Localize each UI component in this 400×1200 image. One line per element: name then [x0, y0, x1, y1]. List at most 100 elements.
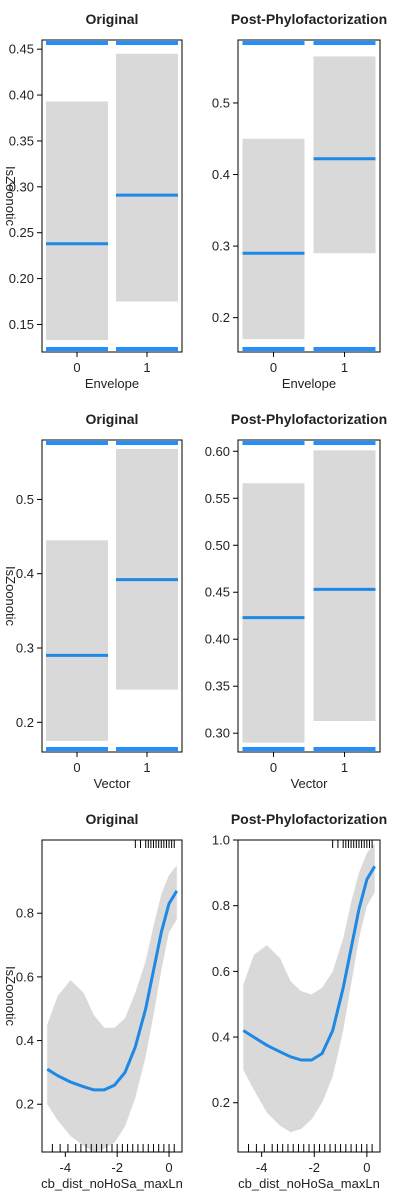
rug-bottom-0 [46, 747, 108, 751]
y-tick-label: 0.2 [212, 1095, 230, 1110]
x-tick-label: 0 [363, 1160, 370, 1175]
x-tick-label: -4 [60, 1160, 72, 1175]
rug-bottom-1 [313, 347, 376, 351]
y-tick-label: 0.50 [205, 538, 230, 553]
y-tick-label: 0.2 [16, 715, 34, 730]
y-tick-label: 0.8 [16, 906, 34, 921]
panel-title: Post-Phylofactorization [231, 811, 387, 827]
rug-top-0 [242, 41, 305, 45]
rug-top-1 [116, 41, 178, 45]
plot-frame [237, 439, 381, 753]
y-tick-label: 1.0 [212, 833, 230, 848]
rug-bottom-1 [313, 747, 376, 751]
y-tick-label: 0.40 [205, 632, 230, 647]
plot-frame [41, 839, 183, 1153]
x-tick-label: -2 [308, 1160, 320, 1175]
x-tick-label: 1 [143, 760, 150, 775]
panel-title: Post-Phylofactorization [231, 411, 387, 427]
rug-top-0 [46, 441, 108, 445]
y-tick-label: 0.45 [205, 585, 230, 600]
y-tick-label: 0.5 [16, 492, 34, 507]
x-axis-label: cb_dist_noHoSa_maxLn [238, 1176, 380, 1191]
y-tick-label: 0.4 [212, 167, 230, 182]
y-tick-label: 0.4 [16, 1033, 34, 1048]
x-tick-label: 0 [270, 360, 277, 375]
ci-band-1 [313, 450, 376, 721]
y-tick-label: 0.4 [16, 566, 34, 581]
x-axis-label: Vector [94, 776, 132, 791]
ci-band-0 [46, 101, 108, 341]
y-tick-label: 0.30 [205, 726, 230, 741]
x-tick-label: 1 [341, 760, 348, 775]
rug-bottom-1 [116, 747, 178, 751]
panel-5: Original -4 -2 0 0.2 0.4 0.6 0.8 cb_dist_noHoSa_… [3, 811, 183, 1191]
rug-top-1 [313, 41, 376, 45]
plot-frame [41, 439, 183, 753]
rug-bottom-0 [46, 347, 108, 351]
y-axis-label: IsZoonotic [3, 566, 18, 626]
x-tick-label: 0 [73, 760, 80, 775]
ci-band-0 [242, 138, 305, 340]
rug-top-1 [116, 441, 178, 445]
ci-band-0 [242, 483, 305, 743]
x-axis-label: cb_dist_noHoSa_maxLn [41, 1176, 183, 1191]
rug-bottom-0 [242, 347, 305, 351]
y-tick-label: 0.6 [16, 969, 34, 984]
rug-top-1 [313, 441, 376, 445]
y-tick-label: 0.5 [212, 95, 230, 110]
y-tick-label: 0.15 [9, 317, 34, 332]
y-tick-label: 0.30 [9, 179, 34, 194]
rug-bottom [51, 1144, 175, 1152]
ci-band [243, 843, 375, 1133]
ci-band-1 [116, 448, 178, 690]
ci-band [47, 865, 177, 1152]
y-axis-label: IsZoonotic [3, 966, 18, 1026]
y-tick-label: 0.35 [205, 679, 230, 694]
plot-frame [237, 39, 381, 353]
y-tick-label: 0.25 [9, 225, 34, 240]
rug-top-0 [46, 41, 108, 45]
panel-title: Original [86, 411, 139, 427]
fit-line [46, 890, 179, 1092]
rug-bottom [248, 1144, 373, 1152]
y-tick-label: 0.45 [9, 42, 34, 57]
plot-frame [237, 839, 381, 1153]
rug-bottom-1 [116, 347, 178, 351]
panel-4: Post-Phylofactorization 0 1 0.30 0.35 0.40 0.4… [205, 411, 387, 791]
ci-band-1 [313, 56, 376, 254]
x-tick-label: 0 [73, 360, 80, 375]
panel-3: Original 0 1 0.2 0.3 0.4 0.5 Vector IsZoonotic [3, 411, 183, 791]
fit-line [242, 865, 376, 1062]
panel-1: Original 0 1 0.15 0.20 0.25 0.30 0.35 0.40 0.45 En… [3, 11, 183, 391]
panel-2: Post-Phylofactorization 0 1 0.2 0.3 0.4 0.5 Env… [212, 11, 387, 391]
x-axis-label: Envelope [282, 376, 336, 391]
y-tick-label: 0.35 [9, 133, 34, 148]
panel-6: Post-Phylofactorization -4 -2 0 0.2 0.4 0.6 0.8… [212, 811, 387, 1191]
x-tick-label: 0 [270, 760, 277, 775]
x-tick-label: -4 [256, 1160, 268, 1175]
rug-top [134, 840, 175, 848]
x-axis-label: Vector [291, 776, 329, 791]
x-tick-label: 0 [165, 1160, 172, 1175]
x-tick-label: 1 [341, 360, 348, 375]
y-tick-label: 0.40 [9, 88, 34, 103]
ci-band-0 [46, 540, 108, 741]
y-tick-label: 0.8 [212, 898, 230, 913]
y-tick-label: 0.60 [205, 444, 230, 459]
y-axis-label: IsZoonotic [3, 166, 18, 226]
panel-title: Post-Phylofactorization [231, 11, 387, 27]
y-tick-label: 0.6 [212, 964, 230, 979]
x-tick-label: -2 [111, 1160, 123, 1175]
rug-bottom-0 [242, 747, 305, 751]
rug-top-0 [242, 441, 305, 445]
y-tick-label: 0.2 [16, 1097, 34, 1112]
rug-top [332, 840, 373, 848]
y-tick-label: 0.4 [212, 1030, 230, 1045]
x-tick-label: 1 [143, 360, 150, 375]
y-tick-label: 0.3 [16, 641, 34, 656]
plot-frame [41, 39, 183, 353]
y-tick-label: 0.3 [212, 239, 230, 254]
y-tick-label: 0.20 [9, 271, 34, 286]
x-axis-label: Envelope [85, 376, 139, 391]
